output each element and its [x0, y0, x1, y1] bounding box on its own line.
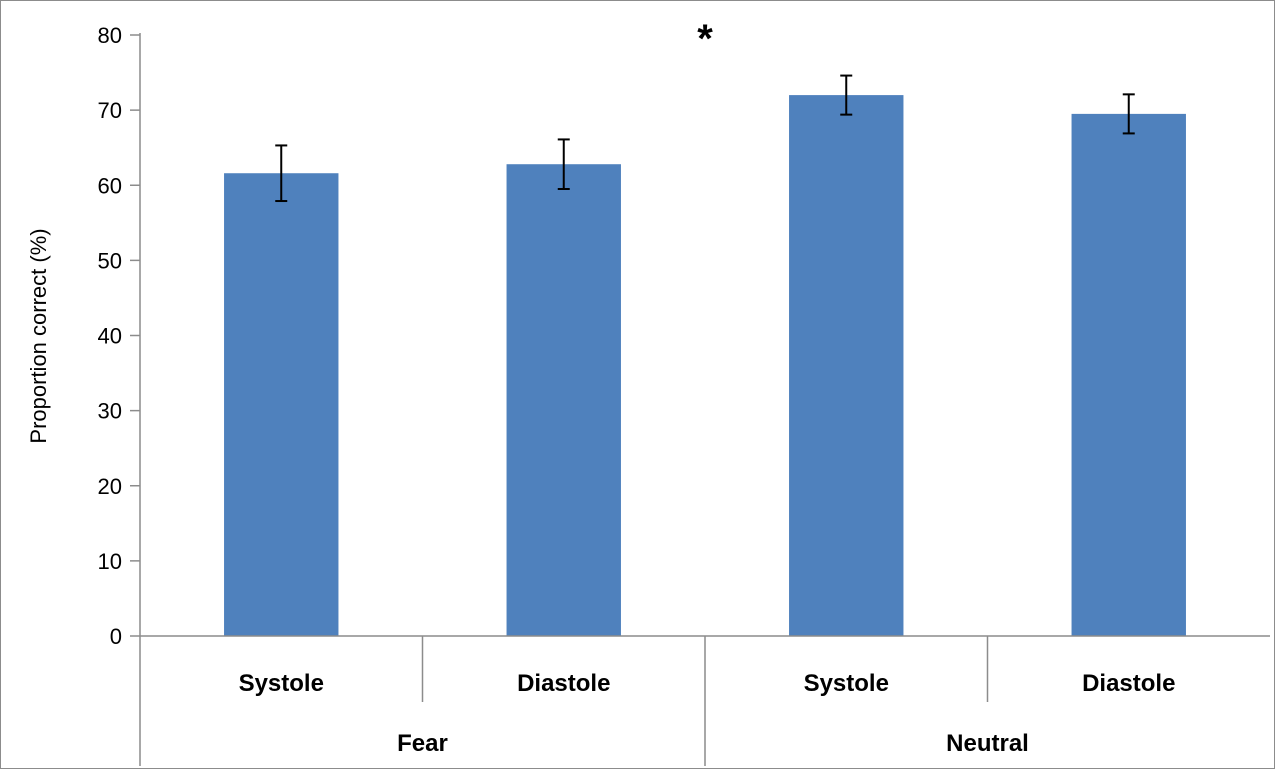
x-category-label: Diastole	[1082, 670, 1175, 697]
y-tick-label: 20	[98, 474, 122, 499]
y-tick-label: 70	[98, 98, 122, 123]
y-tick-label: 40	[98, 324, 122, 349]
bars-layer	[224, 95, 1186, 637]
y-tick-label: 60	[98, 173, 122, 198]
y-tick-label: 0	[110, 624, 122, 649]
x-category-label: Systole	[239, 670, 324, 697]
bar	[224, 173, 339, 637]
x-category-label: Systole	[804, 670, 889, 697]
significance-marker: *	[697, 17, 713, 61]
error-bars-layer	[275, 74, 1135, 203]
bar	[1071, 113, 1186, 637]
x-category-label: Diastole	[517, 670, 610, 697]
y-tick-label: 30	[98, 399, 122, 424]
bar	[789, 95, 904, 637]
x-group-label: Fear	[397, 730, 448, 757]
y-tick-label: 80	[98, 23, 122, 48]
y-tick-label: 10	[98, 549, 122, 574]
x-axis: Systole Diastole Fear Systole Diastole Neutra…	[140, 635, 1270, 766]
annotations-layer: *	[697, 17, 713, 61]
bar	[506, 164, 621, 636]
y-tick-label: 50	[98, 248, 122, 273]
y-axis-label: Proportion correct (%)	[26, 228, 51, 443]
x-group-label: Neutral	[946, 730, 1029, 757]
y-axis: 0 10 20 30 40 50 60 70 80	[98, 23, 141, 766]
